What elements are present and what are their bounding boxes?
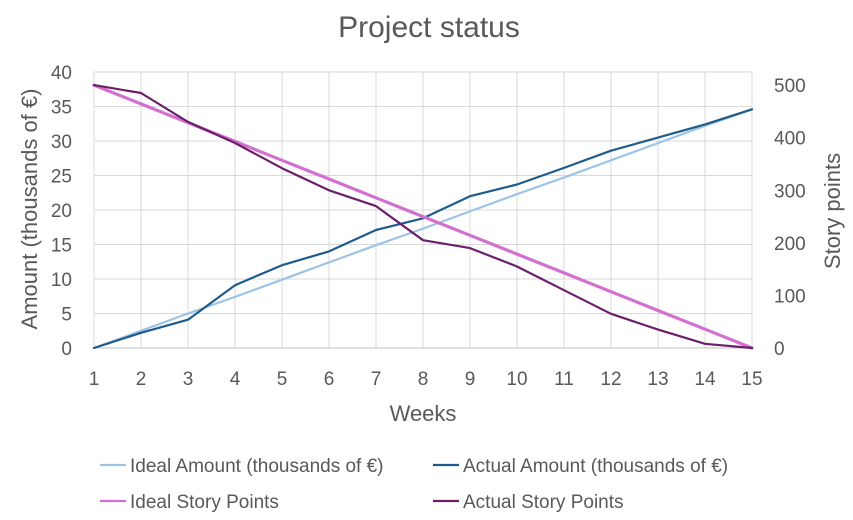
chart-title: Project status [338,11,520,44]
y-tick-label: 15 [51,236,72,257]
series-line-4 [92,83,754,350]
y2-tick-label: 100 [774,286,806,307]
y2-tick-label: 300 [774,181,806,202]
y-tick-label: 0 [61,339,72,360]
legend-label-4: Actual Story Points [463,492,624,513]
legend-label-1: Ideal Amount (thousands of €) [130,456,384,477]
x-tick-label: 11 [554,369,574,390]
x-tick-label: 9 [465,369,476,390]
legend: Ideal Amount (thousands of €) Actual Amou… [100,456,728,513]
y-tick-label: 25 [51,167,72,188]
x-tick-label: 10 [506,369,527,390]
x-tick-label: 7 [371,369,382,390]
y-tick-label: 35 [51,98,72,119]
legend-label-2: Actual Amount (thousands of €) [463,456,728,477]
y2-axis-title: Story points [820,153,845,269]
x-tick-label: 1 [89,369,100,390]
x-tick-label: 13 [647,369,668,390]
x-tick-label: 6 [324,369,335,390]
x-tick-label: 12 [600,369,621,390]
x-axis-title: Weeks [390,401,457,426]
y-axis-title: Amount (thousands of €) [17,89,42,330]
y2-tick-label: 200 [774,234,806,255]
y2-tick-label: 400 [774,129,806,150]
x-tick-label: 15 [741,369,762,390]
y2-tick-label: 0 [774,339,785,360]
legend-label-3: Ideal Story Points [130,492,279,513]
series-layer [92,83,754,350]
x-tick-label: 8 [418,369,429,390]
x-tick-label: 4 [230,369,241,390]
y-tick-label: 40 [51,63,72,84]
y-tick-label: 30 [51,132,72,153]
y-tick-label: 20 [51,201,72,222]
x-tick-label: 5 [277,369,288,390]
x-tick-label: 14 [694,369,716,390]
y-tick-label: 5 [61,305,72,326]
grid-layer [93,71,753,349]
x-tick-label: 3 [183,369,194,390]
y2-tick-label: 500 [774,76,806,97]
y-tick-label: 10 [51,270,72,291]
x-tick-label: 2 [136,369,147,390]
